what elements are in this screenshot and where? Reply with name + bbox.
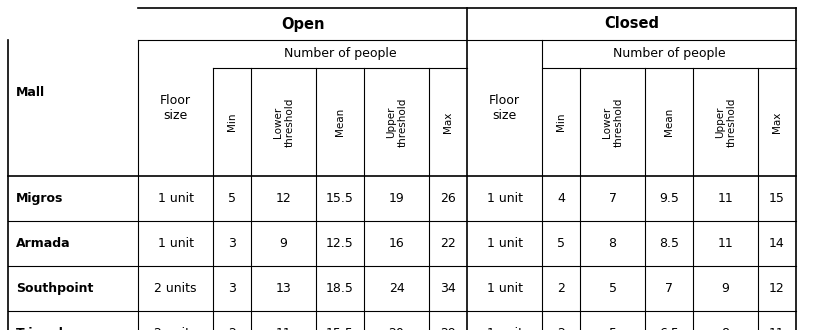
Text: 5: 5 xyxy=(557,237,565,250)
Text: Upper
threshold: Upper threshold xyxy=(386,97,408,147)
Text: 2: 2 xyxy=(228,327,236,330)
Text: Max: Max xyxy=(772,111,782,133)
Text: 8: 8 xyxy=(608,237,617,250)
Text: 2: 2 xyxy=(557,282,565,295)
Text: 7: 7 xyxy=(665,282,673,295)
Text: 2 units: 2 units xyxy=(154,327,197,330)
Text: 15: 15 xyxy=(769,192,785,205)
Text: Lower
threshold: Lower threshold xyxy=(273,97,295,147)
Text: 2: 2 xyxy=(557,327,565,330)
Text: 9.5: 9.5 xyxy=(659,192,679,205)
Text: Max: Max xyxy=(443,111,453,133)
Text: Number of people: Number of people xyxy=(284,48,396,60)
Text: 1 unit: 1 unit xyxy=(486,237,523,250)
Text: 6.5: 6.5 xyxy=(659,327,679,330)
Text: 9: 9 xyxy=(721,282,730,295)
Text: 34: 34 xyxy=(440,282,456,295)
Text: 16: 16 xyxy=(388,237,404,250)
Text: 5: 5 xyxy=(608,327,617,330)
Text: 2 units: 2 units xyxy=(154,282,197,295)
Text: Closed: Closed xyxy=(604,16,659,31)
Text: 24: 24 xyxy=(388,282,404,295)
Text: 3: 3 xyxy=(228,282,236,295)
Text: 4: 4 xyxy=(557,192,565,205)
Text: 5: 5 xyxy=(608,282,617,295)
Text: Floor
size: Floor size xyxy=(160,94,191,122)
Text: 3: 3 xyxy=(228,237,236,250)
Text: Southpoint: Southpoint xyxy=(16,282,93,295)
Text: Open: Open xyxy=(281,16,325,31)
Text: 29: 29 xyxy=(440,327,456,330)
Text: 11: 11 xyxy=(718,237,734,250)
Text: Armada: Armada xyxy=(16,237,71,250)
Text: 15.5: 15.5 xyxy=(326,192,354,205)
Text: 1 unit: 1 unit xyxy=(486,327,523,330)
Text: Triangle: Triangle xyxy=(16,327,72,330)
Text: 20: 20 xyxy=(388,327,404,330)
Text: 9: 9 xyxy=(280,237,287,250)
Text: Upper
threshold: Upper threshold xyxy=(715,97,736,147)
Text: 12: 12 xyxy=(769,282,785,295)
Text: 19: 19 xyxy=(388,192,404,205)
Text: Floor
size: Floor size xyxy=(489,94,520,122)
Text: 1 unit: 1 unit xyxy=(158,192,193,205)
Text: 1 unit: 1 unit xyxy=(486,192,523,205)
Text: 5: 5 xyxy=(228,192,236,205)
Text: 8.5: 8.5 xyxy=(659,237,679,250)
Text: Lower
threshold: Lower threshold xyxy=(602,97,623,147)
Text: 18.5: 18.5 xyxy=(326,282,354,295)
Text: Mean: Mean xyxy=(664,108,674,136)
Text: 22: 22 xyxy=(440,237,456,250)
Text: Min: Min xyxy=(556,113,566,131)
Text: 15.5: 15.5 xyxy=(326,327,354,330)
Text: 11: 11 xyxy=(276,327,291,330)
Text: Migros: Migros xyxy=(16,192,63,205)
Text: 7: 7 xyxy=(608,192,617,205)
Text: 11: 11 xyxy=(718,192,734,205)
Text: 11: 11 xyxy=(769,327,785,330)
Text: 12.5: 12.5 xyxy=(326,237,354,250)
Text: Mean: Mean xyxy=(335,108,345,136)
Text: 12: 12 xyxy=(276,192,291,205)
Text: Number of people: Number of people xyxy=(613,48,725,60)
Text: 8: 8 xyxy=(721,327,730,330)
Text: 13: 13 xyxy=(276,282,291,295)
Text: Mall: Mall xyxy=(16,85,45,98)
Text: 1 unit: 1 unit xyxy=(158,237,193,250)
Text: 26: 26 xyxy=(440,192,456,205)
Text: 1 unit: 1 unit xyxy=(486,282,523,295)
Text: Min: Min xyxy=(227,113,237,131)
Text: 14: 14 xyxy=(769,237,785,250)
